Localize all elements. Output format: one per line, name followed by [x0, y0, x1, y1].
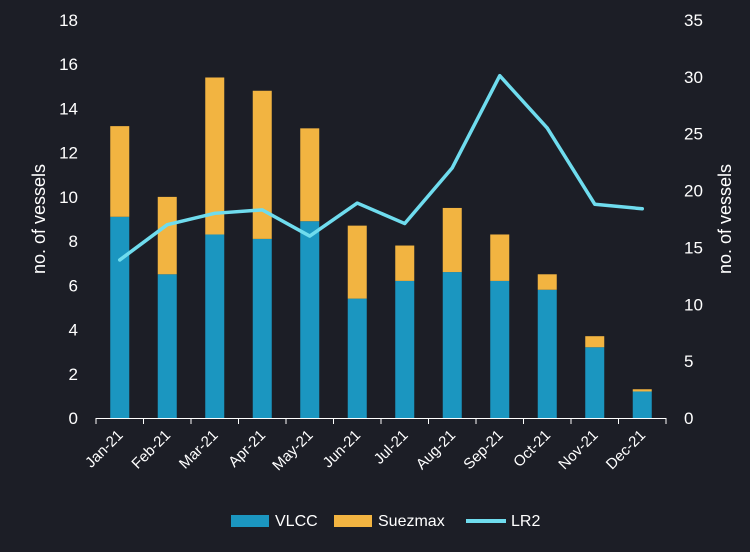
x-tick-label: Aug-21	[413, 427, 459, 473]
y2-tick-label: 0	[684, 409, 693, 428]
point-lr2-jan-21	[118, 258, 122, 262]
axes-layer: Jan-21 Feb-21 Mar-21 Apr-21 May-21 Jun-21 Jul-…	[59, 11, 703, 474]
bars-layer	[110, 77, 652, 418]
legend-label-lr2: LR2	[511, 513, 540, 530]
point-lr2-may-21	[308, 234, 312, 238]
x-tick-label: Nov-21	[555, 427, 601, 473]
bar-suezmax-jul-21	[395, 245, 415, 281]
x-tick-label: Jul-21	[371, 427, 412, 468]
bar-suezmax-aug-21	[442, 207, 462, 273]
bar-vlcc-sep-21	[490, 280, 510, 418]
y2-tick-label: 15	[684, 238, 703, 257]
bar-vlcc-dec-21	[632, 391, 652, 418]
bar-vlcc-nov-21	[585, 347, 605, 418]
y2-axis-title: no. of vessels	[715, 164, 735, 274]
legend-label-vlcc: VLCC	[275, 513, 318, 530]
bar-vlcc-jun-21	[347, 298, 367, 418]
y-tick-label: 6	[69, 276, 78, 295]
point-lr2-nov-21	[593, 202, 597, 206]
y2-tick-label: 10	[684, 295, 703, 314]
y2-tick-label: 20	[684, 182, 703, 201]
bar-vlcc-jan-21	[110, 216, 130, 418]
bar-vlcc-oct-21	[537, 289, 557, 418]
y-tick-label: 14	[59, 99, 78, 118]
x-tick-label: Feb-21	[128, 427, 174, 473]
y2-tick-label: 25	[684, 125, 703, 144]
x-tick-label: Dec-21	[603, 427, 649, 473]
legend-swatch-suezmax	[334, 515, 372, 527]
x-tick-label: Oct-21	[510, 427, 554, 471]
x-tick-label: Jun-21	[320, 427, 364, 471]
bar-suezmax-sep-21	[490, 234, 510, 281]
point-lr2-jun-21	[355, 201, 359, 205]
bar-suezmax-feb-21	[157, 196, 177, 275]
y-tick-label: 12	[59, 144, 78, 163]
bar-vlcc-feb-21	[157, 274, 177, 418]
y-tick-label: 2	[69, 365, 78, 384]
x-tick-label: May-21	[269, 427, 316, 474]
point-lr2-dec-21	[640, 207, 644, 211]
y-tick-label: 8	[69, 232, 78, 251]
y2-tick-label: 35	[684, 11, 703, 30]
y-axis-title: no. of vessels	[29, 164, 49, 274]
bar-suezmax-apr-21	[252, 90, 272, 239]
bar-vlcc-aug-21	[442, 272, 462, 418]
y-tick-label: 18	[59, 11, 78, 30]
y-tick-label: 16	[59, 55, 78, 74]
point-lr2-aug-21	[450, 166, 454, 170]
x-tick-label: Sep-21	[460, 427, 506, 473]
y-tick-label: 4	[69, 321, 78, 340]
y2-tick-label: 5	[684, 352, 693, 371]
point-lr2-oct-21	[545, 126, 549, 130]
bar-suezmax-may-21	[300, 128, 320, 222]
bar-suezmax-mar-21	[205, 77, 225, 235]
legend-label-suezmax: Suezmax	[378, 513, 445, 530]
bar-suezmax-jan-21	[110, 126, 130, 217]
line-layer	[118, 73, 644, 262]
bar-suezmax-nov-21	[585, 336, 605, 348]
legend: VLCC Suezmax LR2	[231, 513, 540, 530]
bar-vlcc-may-21	[300, 221, 320, 418]
y2-tick-label: 30	[684, 68, 703, 87]
bar-vlcc-apr-21	[252, 238, 272, 418]
bar-suezmax-dec-21	[632, 389, 652, 392]
bar-vlcc-mar-21	[205, 234, 225, 418]
bar-suezmax-jun-21	[347, 225, 367, 299]
x-tick-label: Jan-21	[82, 427, 126, 471]
point-lr2-mar-21	[213, 211, 217, 215]
point-lr2-jul-21	[403, 222, 407, 226]
x-tick-label: Apr-21	[225, 427, 269, 471]
bar-suezmax-oct-21	[537, 274, 557, 290]
x-tick-label: Mar-21	[176, 427, 222, 473]
line-lr2	[118, 73, 644, 262]
legend-swatch-vlcc	[231, 515, 269, 527]
y-tick-label: 10	[59, 188, 78, 207]
point-lr2-sep-21	[498, 74, 502, 78]
point-lr2-feb-21	[165, 223, 169, 227]
bar-vlcc-jul-21	[395, 280, 415, 418]
point-lr2-apr-21	[260, 208, 264, 212]
y-tick-label: 0	[69, 409, 78, 428]
